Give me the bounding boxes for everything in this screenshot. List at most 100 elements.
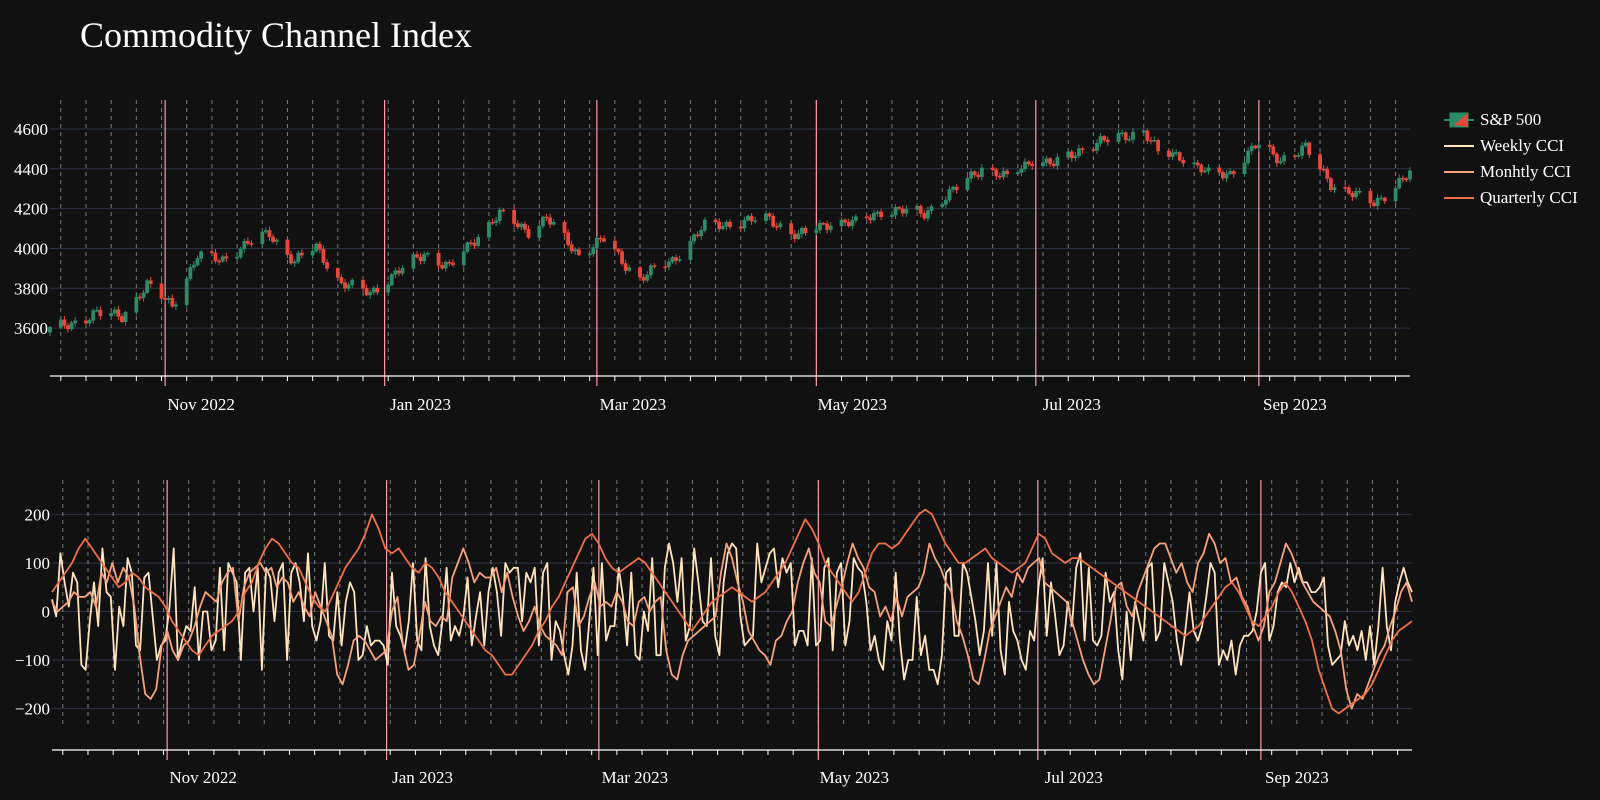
legend-label: Monhtly CCI	[1480, 162, 1572, 181]
candle-body	[854, 216, 858, 221]
candle-body	[289, 254, 293, 264]
candle-body	[123, 312, 128, 322]
candle-body	[1282, 155, 1286, 162]
candle-body	[1199, 164, 1204, 173]
legend-item-quarterly[interactable]: Quarterly CCI	[1444, 185, 1578, 211]
candle-body	[490, 221, 495, 224]
candle-body	[1051, 163, 1056, 167]
candle-body	[1098, 136, 1103, 144]
candle-body	[109, 312, 114, 317]
legend-label: S&P 500	[1480, 110, 1542, 129]
candle-body	[1181, 160, 1186, 164]
candle-body	[188, 267, 193, 279]
candle-body	[1077, 148, 1081, 157]
candle-body	[170, 298, 175, 307]
y-tick-label: 4000	[14, 239, 48, 258]
candle-body	[260, 231, 265, 244]
y-tick-label: 100	[25, 554, 51, 573]
candle-body	[1001, 170, 1006, 178]
y-tick-label: 200	[25, 505, 51, 524]
candle-body	[648, 265, 653, 276]
candle-body	[994, 169, 999, 177]
candle-body	[1343, 187, 1348, 189]
candle-body	[1048, 158, 1053, 165]
candle-body	[890, 214, 894, 217]
candle-body	[904, 208, 909, 214]
candle-body	[1195, 162, 1200, 166]
x-tick-label: Nov 2022	[167, 395, 235, 414]
candle-body	[954, 186, 959, 191]
legend-item-sp500[interactable]: S&P 500	[1444, 107, 1578, 133]
candle-body	[702, 219, 707, 231]
candle-body	[548, 217, 552, 225]
candle-body	[577, 249, 581, 256]
candle-body	[814, 229, 819, 233]
candle-body	[476, 237, 481, 246]
candle-body	[422, 254, 427, 262]
candle-body	[969, 171, 973, 179]
candle-body	[461, 251, 466, 266]
candle-body	[1332, 187, 1337, 191]
candle-body	[174, 304, 178, 307]
candle-body	[242, 240, 247, 250]
y-tick-label: 4600	[14, 120, 48, 139]
series-line-weekly	[51, 542, 1413, 686]
candle-body	[1066, 151, 1071, 158]
y-tick-label: 4400	[14, 160, 48, 179]
candle-body	[159, 283, 164, 299]
candle-body	[850, 219, 855, 227]
candle-body	[1267, 144, 1272, 147]
candle-body	[951, 186, 955, 190]
candle-body	[742, 219, 747, 229]
candle-body	[69, 322, 74, 330]
candle-body	[573, 249, 578, 252]
candle-body	[1044, 158, 1049, 163]
y-tick-label: −100	[15, 651, 50, 670]
candle-body	[872, 212, 876, 221]
candle-body	[1300, 145, 1304, 156]
candle-body	[210, 251, 214, 254]
candle-body	[1116, 132, 1121, 142]
candle-body	[116, 309, 121, 317]
candle-body	[1206, 167, 1211, 171]
candle-body	[148, 280, 153, 285]
legend-item-monthly[interactable]: Monhtly CCI	[1444, 159, 1578, 185]
candle-body	[1141, 130, 1146, 133]
cci-panel: −200 −100 0 100 200 Nov 2022 Jan 2023 Mar 2023 M…	[15, 480, 1413, 787]
candle-body	[145, 280, 150, 293]
candle-body	[677, 259, 682, 261]
candle-body	[569, 244, 574, 252]
y-tick-label: 4200	[14, 200, 48, 219]
candle-body	[415, 254, 419, 258]
candle-body	[436, 253, 441, 266]
candle-body	[544, 216, 549, 219]
candle-body	[1228, 171, 1232, 175]
candle-body	[512, 210, 517, 224]
candle-body	[541, 216, 545, 227]
candle-body	[84, 320, 88, 324]
candle-body	[1131, 131, 1135, 140]
candle-body	[976, 174, 981, 178]
candle-body	[425, 253, 430, 255]
candle-body	[821, 223, 826, 225]
candle-body	[418, 256, 423, 262]
x-tick-label: Mar 2023	[602, 768, 669, 787]
candle-body	[526, 228, 531, 238]
candle-body	[1231, 171, 1236, 175]
legend-item-weekly[interactable]: Weekly CCI	[1444, 133, 1578, 159]
candle-body	[238, 248, 243, 258]
candle-body	[620, 251, 624, 264]
candle-body	[138, 296, 142, 299]
candle-body	[1156, 140, 1161, 152]
candle-body	[1253, 145, 1258, 149]
candle-body	[364, 288, 369, 296]
candle-body	[972, 171, 977, 176]
candle-body	[926, 210, 930, 219]
candle-body	[666, 261, 671, 268]
candle-body	[66, 325, 70, 330]
candle-body	[1242, 162, 1247, 175]
candle-body	[940, 204, 945, 207]
candle-body	[616, 248, 621, 252]
candle-body	[224, 256, 229, 259]
